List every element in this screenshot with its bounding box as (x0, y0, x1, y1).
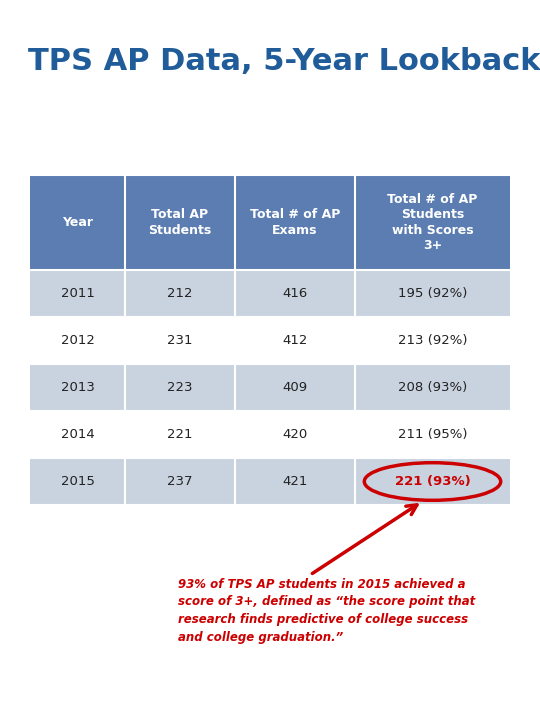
Bar (235, 364, 355, 411)
Bar (125, 411, 235, 458)
Bar (125, 364, 235, 411)
Text: 221: 221 (167, 428, 193, 441)
Bar (30, 175, 125, 270)
Text: 420: 420 (282, 428, 308, 441)
Text: TPS AP Data, 5-Year Lookback: TPS AP Data, 5-Year Lookback (28, 48, 540, 76)
Text: Total # of AP
Students
with Scores
3+: Total # of AP Students with Scores 3+ (387, 193, 478, 252)
Text: 2012: 2012 (60, 334, 94, 347)
Bar (235, 458, 355, 505)
Bar (235, 175, 355, 270)
Bar (125, 458, 235, 505)
Bar (355, 317, 510, 364)
Bar (355, 411, 510, 458)
Bar (355, 270, 510, 317)
Text: 211 (95%): 211 (95%) (398, 428, 467, 441)
Text: 412: 412 (282, 334, 308, 347)
Text: Year: Year (62, 216, 93, 229)
Text: 2014: 2014 (60, 428, 94, 441)
Bar (30, 364, 125, 411)
Text: 2013: 2013 (60, 381, 94, 394)
Bar (235, 317, 355, 364)
Text: 421: 421 (282, 475, 308, 488)
Text: 231: 231 (167, 334, 193, 347)
Text: 416: 416 (282, 287, 308, 300)
Bar (355, 175, 510, 270)
Text: 208 (93%): 208 (93%) (398, 381, 467, 394)
Bar (235, 270, 355, 317)
Bar (355, 364, 510, 411)
Text: 223: 223 (167, 381, 193, 394)
Text: 237: 237 (167, 475, 193, 488)
Bar (125, 270, 235, 317)
Text: 195 (92%): 195 (92%) (398, 287, 467, 300)
Bar (30, 458, 125, 505)
Bar (235, 411, 355, 458)
Text: Total # of AP
Exams: Total # of AP Exams (250, 208, 340, 237)
Text: 2015: 2015 (60, 475, 94, 488)
Bar (125, 317, 235, 364)
Bar (30, 411, 125, 458)
Text: 2011: 2011 (60, 287, 94, 300)
Bar (125, 175, 235, 270)
Bar (30, 317, 125, 364)
Bar (355, 458, 510, 505)
Text: 93% of TPS AP students in 2015 achieved a
score of 3+, defined as “the score poi: 93% of TPS AP students in 2015 achieved … (178, 578, 475, 644)
Text: 213 (92%): 213 (92%) (398, 334, 467, 347)
Text: Total AP
Students: Total AP Students (148, 208, 212, 237)
Text: 212: 212 (167, 287, 193, 300)
Bar (30, 270, 125, 317)
Text: 409: 409 (282, 381, 308, 394)
Text: 221 (93%): 221 (93%) (395, 475, 470, 488)
